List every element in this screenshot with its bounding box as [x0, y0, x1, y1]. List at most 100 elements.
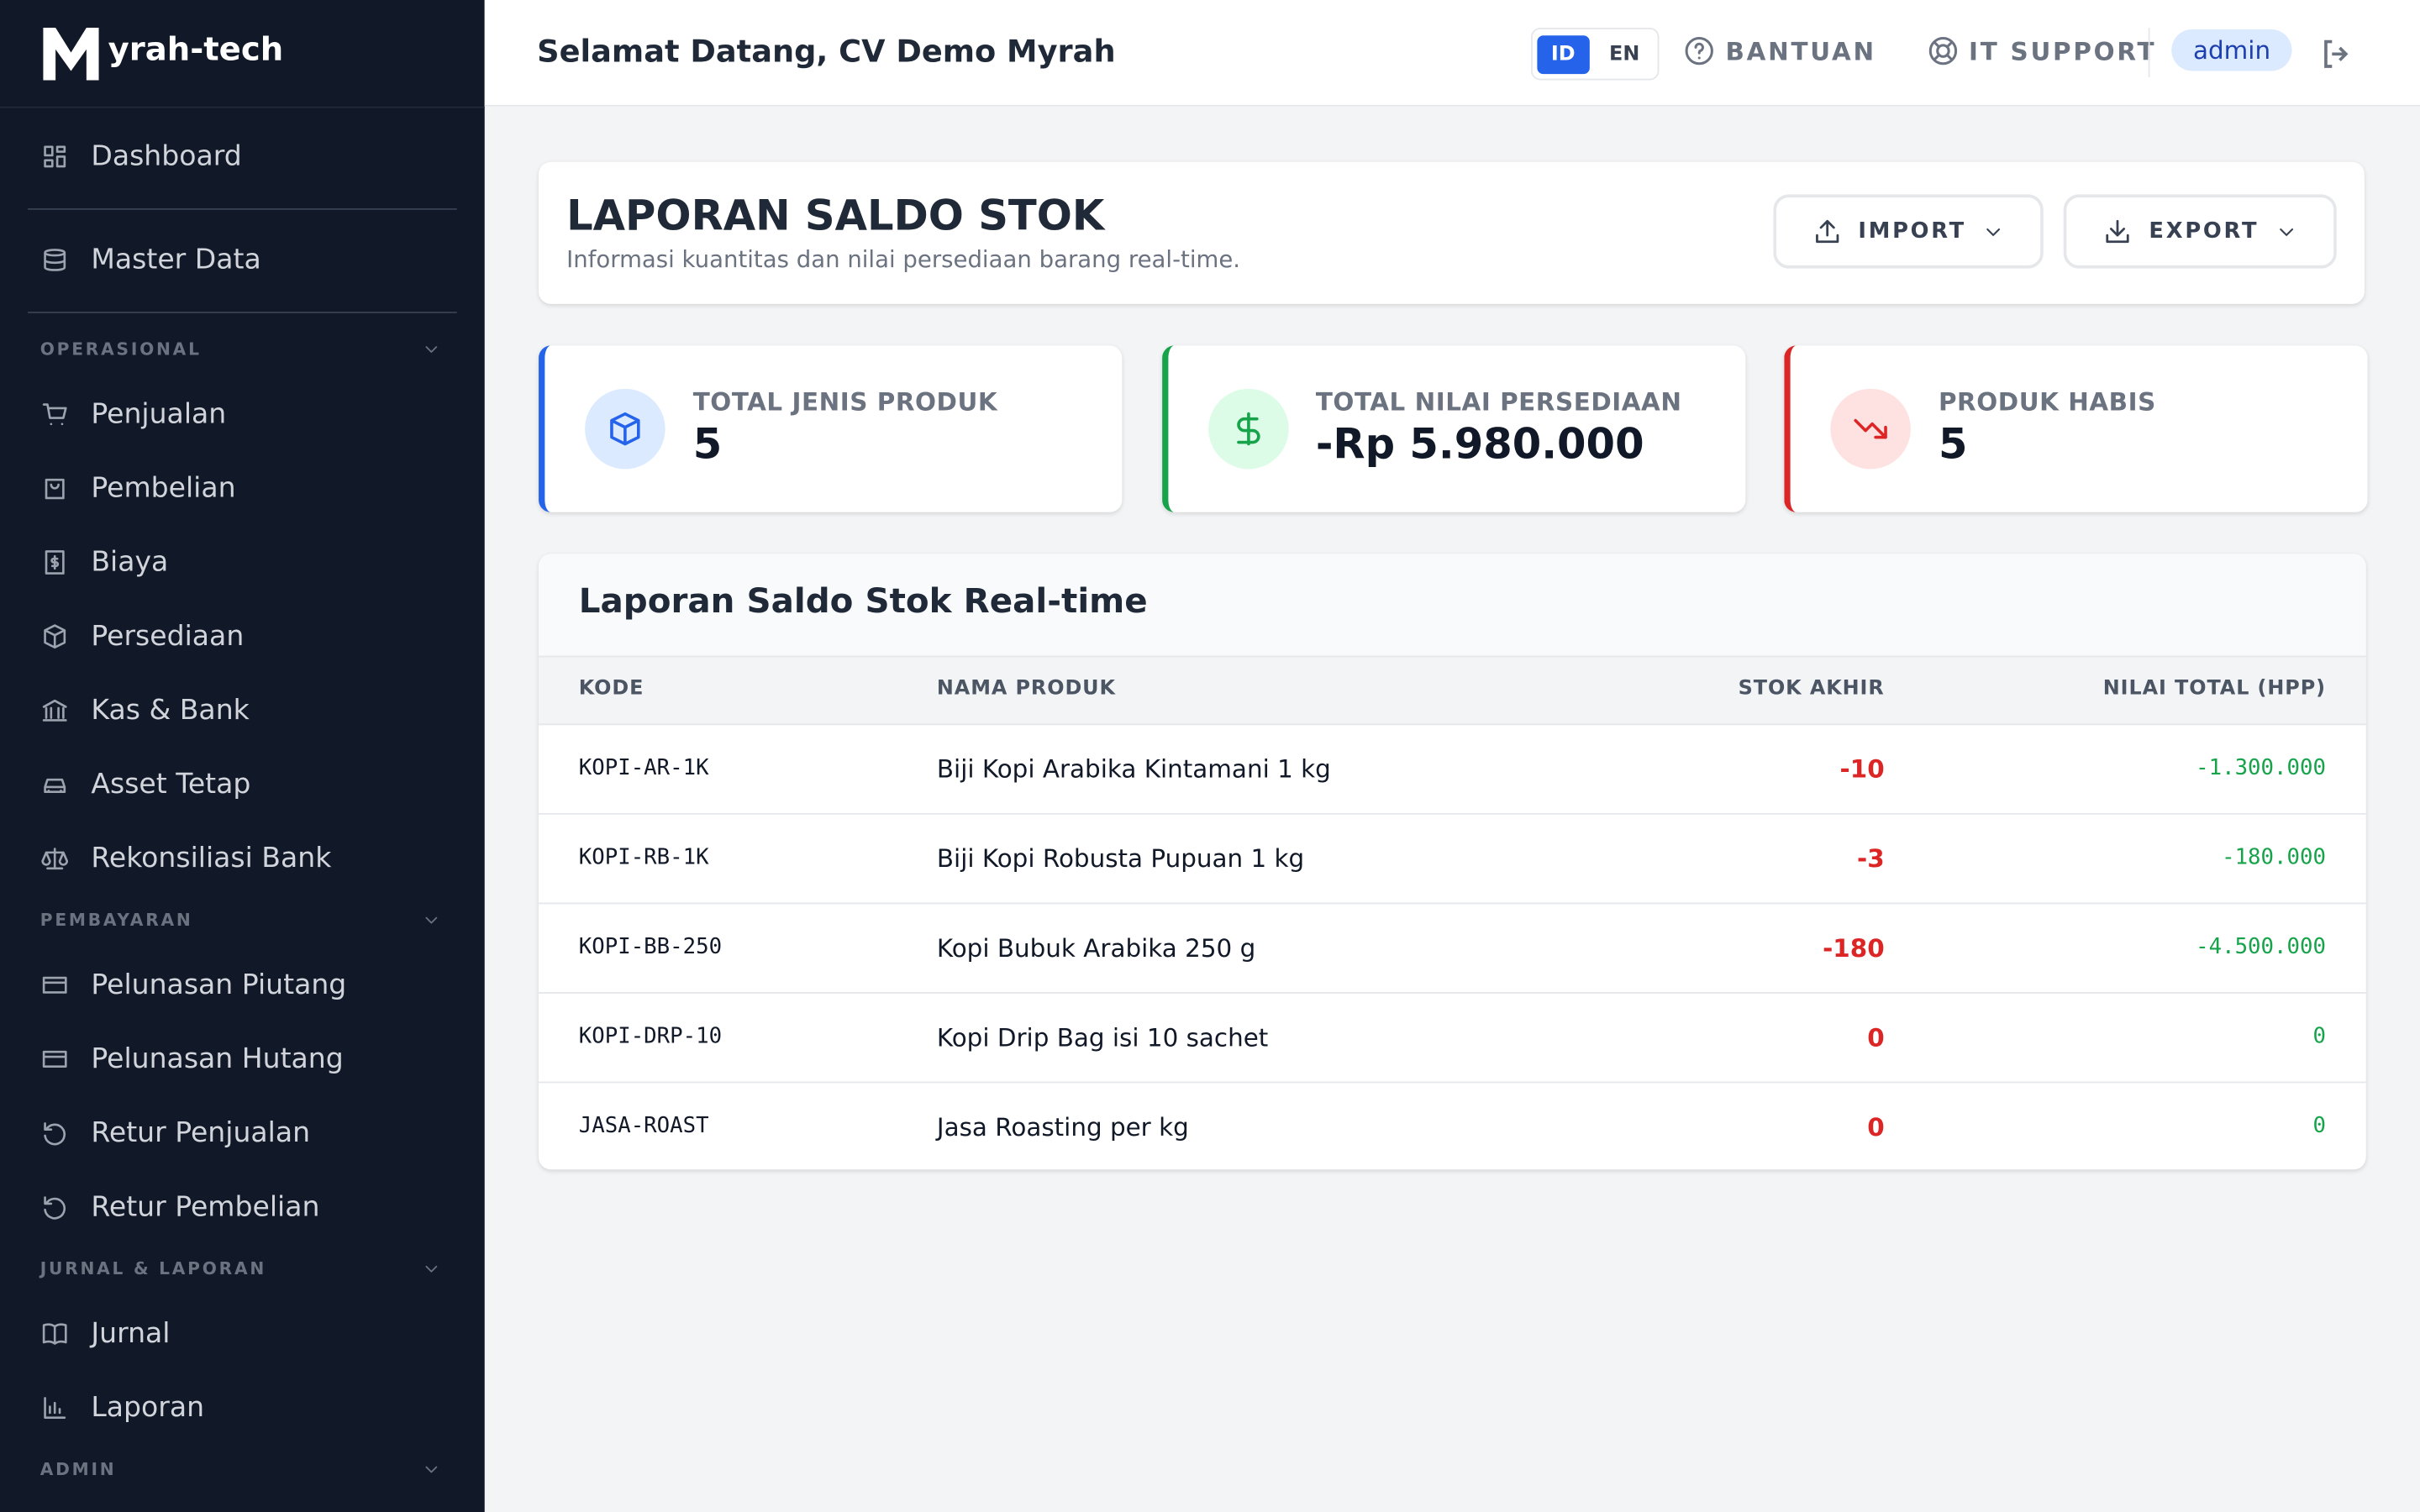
table-cell: Biji Kopi Robusta Pupuan 1 kg	[936, 843, 1305, 874]
page-subtitle: Informasi kuantitas dan nilai persediaan…	[566, 245, 1241, 274]
nav-item[interactable]: Retur Penjualan	[40, 1110, 310, 1156]
table-cell: -180.000	[2222, 845, 2326, 870]
nav-label: Asset Tetap	[91, 767, 251, 801]
summary-card: TOTAL JENIS PRODUK 5	[539, 345, 1123, 512]
card-value: 5	[692, 421, 723, 470]
nav-item[interactable]: Rekonsiliasi Bank	[40, 835, 332, 881]
card-value: 5	[1938, 421, 1968, 470]
table-cell: -1.300.000	[2196, 756, 2326, 781]
action-button[interactable]: EXPORT	[2063, 194, 2337, 269]
icon	[44, 1195, 66, 1219]
nav-item[interactable]: Asset Tetap	[40, 761, 251, 807]
section-heading[interactable]: OPERASIONAL	[40, 339, 442, 360]
table-title: Laporan Saldo Stok Real-time	[578, 583, 1148, 622]
brand: yrah-tech	[108, 30, 284, 68]
table-row: JASA-ROAST Jasa Roasting per kg 0 0	[539, 1081, 2366, 1170]
table-cell: -4.500.000	[2196, 935, 2326, 960]
nav-item[interactable]: Retur Pembelian	[40, 1184, 320, 1230]
section-label: JURNAL & LAPORAN	[39, 1258, 267, 1279]
table-cell: -10	[1839, 754, 1885, 785]
icon	[44, 144, 66, 167]
icon	[41, 847, 69, 869]
table-row: KOPI-RB-1K Biji Kopi Robusta Pupuan 1 kg -…	[539, 812, 2366, 904]
page-header: LAPORAN SALDO STOK Informasi kuantitas d…	[539, 161, 2365, 304]
header-link[interactable]: IT SUPPORT	[1926, 34, 2157, 67]
table-cell: KOPI-AR-1K	[578, 756, 709, 781]
column-header: STOK AKHIR	[1738, 677, 1885, 701]
section-heading[interactable]: ADMIN	[40, 1460, 442, 1479]
nav-item[interactable]: Kas & Bank	[40, 686, 250, 732]
divider	[28, 312, 457, 313]
top-bar: Selamat Datang, CV Demo Myrah ID EN BANTU…	[484, 0, 2420, 107]
button-label: EXPORT	[2149, 218, 2260, 244]
icon	[1816, 219, 1839, 244]
table-cell: 0	[1867, 1112, 1885, 1142]
icon	[1236, 412, 1260, 446]
user-badge[interactable]: admin	[2171, 29, 2292, 71]
icon	[44, 623, 66, 648]
icon	[45, 477, 65, 499]
nav-item[interactable]: Pelunasan Piutang	[40, 961, 347, 1007]
language-option[interactable]: ID	[1537, 34, 1590, 74]
page-title: LAPORAN SALDO STOK	[566, 192, 1105, 241]
table-cell: KOPI-RB-1K	[578, 845, 709, 870]
table-cell: 0	[2312, 1114, 2326, 1139]
icon	[42, 1322, 67, 1344]
stock-table: Laporan Saldo Stok Real-time KODE NAMA PR…	[539, 554, 2366, 1170]
nav-label: Retur Penjualan	[91, 1116, 311, 1149]
logout-icon[interactable]	[2318, 35, 2355, 72]
nav-item[interactable]: Laporan	[40, 1384, 204, 1431]
nav-item[interactable]: Master Data	[40, 236, 261, 282]
card-icon	[1830, 388, 1911, 470]
nav-item[interactable]: Dashboard	[40, 133, 242, 179]
summary-card: PRODUK HABIS 5	[1784, 345, 2368, 512]
card-icon	[585, 388, 666, 470]
header-links: BANTUAN IT SUPPORT	[1682, 34, 2156, 67]
nav-label: Retur Pembelian	[91, 1190, 320, 1223]
icon	[1854, 418, 1887, 439]
table-row: KOPI-BB-250 Kopi Bubuk Arabika 250 g -180 -…	[539, 902, 2366, 993]
table-cell: Kopi Bubuk Arabika 250 g	[936, 933, 1256, 963]
nav-label: Pelunasan Piutang	[91, 968, 347, 1001]
icon	[44, 777, 66, 793]
icon	[425, 1466, 438, 1473]
nav-item[interactable]: Pembelian	[40, 465, 236, 511]
language-option[interactable]: EN	[1609, 42, 1640, 66]
icon	[2279, 228, 2293, 235]
language-switch: ID EN	[1531, 28, 1660, 81]
section-label: PEMBAYARAN	[39, 910, 193, 931]
nav-label: Rekonsiliasi Bank	[91, 841, 332, 874]
card-value: -Rp 5.980.000	[1315, 421, 1644, 470]
nav-item[interactable]: Jurnal	[40, 1310, 171, 1356]
nav-label: Laporan	[91, 1390, 205, 1424]
column-header: KODE	[578, 677, 644, 701]
icon	[425, 916, 438, 924]
link-label: IT SUPPORT	[1969, 36, 2157, 66]
table-cell: KOPI-BB-250	[578, 935, 723, 960]
section-heading[interactable]: JURNAL & LAPORAN	[40, 1259, 442, 1279]
section-label: OPERASIONAL	[39, 339, 202, 360]
nav-label: Persediaan	[91, 619, 245, 653]
icon	[1685, 36, 1713, 66]
nav-label: Master Data	[91, 243, 261, 276]
table-cell: JASA-ROAST	[578, 1114, 709, 1139]
icon	[42, 975, 67, 993]
card-label: TOTAL NILAI PERSEDIAAN	[1315, 387, 1682, 417]
nav-item[interactable]: Pelunasan Hutang	[40, 1035, 344, 1081]
header-link[interactable]: BANTUAN	[1682, 34, 1876, 67]
table-cell: KOPI-DRP-10	[578, 1024, 723, 1049]
icon	[42, 698, 67, 721]
table-cell: -3	[1856, 843, 1885, 874]
icon	[42, 1049, 67, 1068]
icon	[45, 549, 65, 574]
nav-label: Kas & Bank	[91, 693, 250, 727]
table-cell: 0	[1867, 1022, 1885, 1053]
nav-item[interactable]: Penjualan	[40, 391, 226, 437]
action-button[interactable]: IMPORT	[1773, 194, 2044, 269]
nav-item[interactable]: Biaya	[40, 538, 168, 585]
table-cell: Jasa Roasting per kg	[936, 1112, 1189, 1142]
section-heading[interactable]: PEMBAYARAN	[40, 911, 442, 931]
nav-item[interactable]: Persediaan	[40, 612, 245, 659]
